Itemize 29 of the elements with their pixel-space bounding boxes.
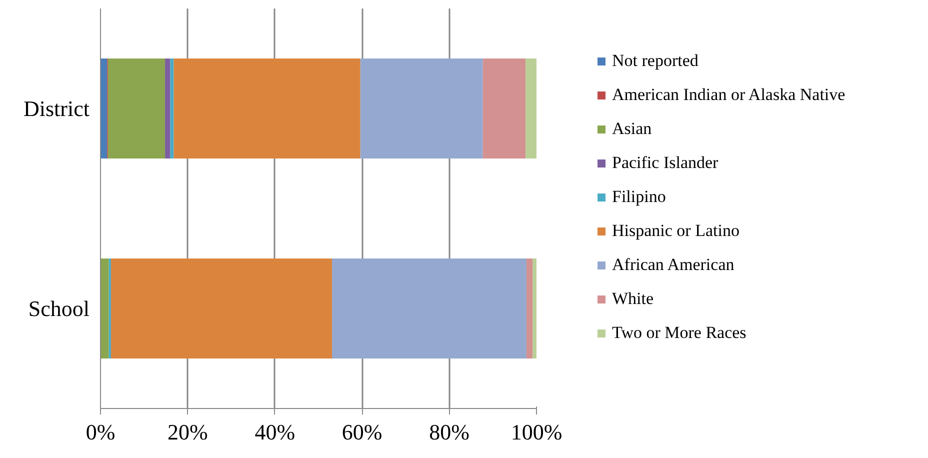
x-tick-label: 0% [86, 420, 116, 444]
legend-label: Pacific Islander [612, 153, 718, 173]
y-tick-label: District [24, 96, 90, 121]
y-tick-label: School [28, 296, 90, 321]
bar [526, 58, 536, 158]
bar [100, 58, 108, 158]
bar [110, 258, 332, 358]
bar [360, 58, 483, 158]
bar [100, 258, 109, 358]
legend-label: Not reported [612, 51, 698, 71]
legend-label: American Indian or Alaska Native [612, 85, 846, 105]
legend-label: Hispanic or Latino [612, 221, 740, 241]
bar [174, 58, 360, 158]
x-tick-label: 100% [510, 420, 562, 444]
x-tick-label: 80% [429, 420, 470, 444]
x-tick-label: 60% [342, 420, 382, 444]
bar [532, 258, 536, 358]
legend-label: African American [612, 255, 734, 275]
x-tick-label: 20% [168, 420, 208, 444]
legend-label: Asian [612, 119, 652, 139]
bar [332, 258, 526, 358]
bar [165, 58, 170, 158]
x-tick-label: 40% [254, 420, 296, 444]
legend-label: Filipino [612, 187, 666, 207]
bar [108, 58, 166, 158]
bar [482, 58, 526, 158]
legend-label: White [612, 289, 654, 309]
legend-label: Two or More Races [612, 323, 746, 343]
bar [526, 258, 533, 358]
